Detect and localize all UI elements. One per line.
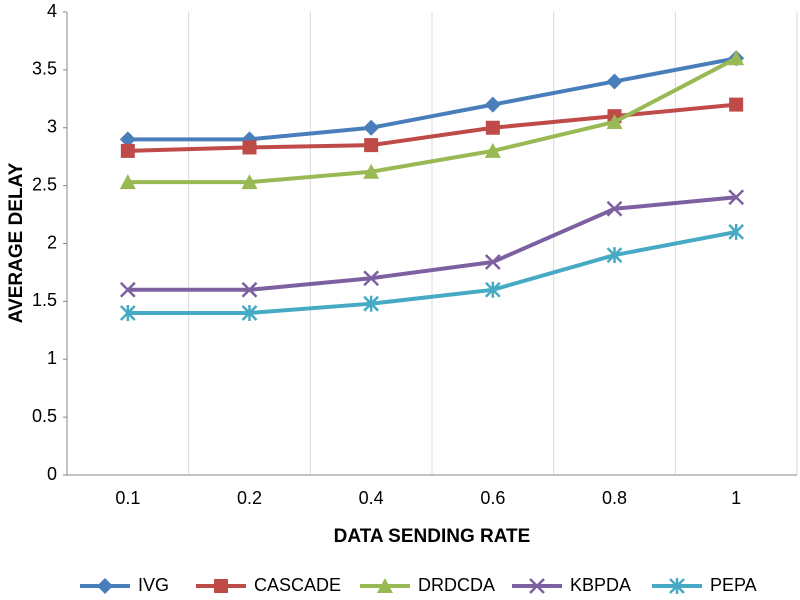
- legend-label: DRDCDA: [418, 575, 495, 595]
- data-point: [728, 223, 745, 240]
- series-line: [125, 102, 739, 153]
- y-tick-label: 2.5: [32, 174, 57, 194]
- data-point: [484, 254, 501, 270]
- data-point: [363, 270, 380, 287]
- data-point: [241, 304, 258, 321]
- data-point: [363, 295, 380, 312]
- series-line: [125, 195, 739, 292]
- series-line: [125, 229, 739, 315]
- x-tick-label: 0.2: [237, 488, 262, 508]
- data-point: [119, 281, 136, 298]
- data-point: [606, 200, 623, 217]
- legend-marker: [529, 578, 545, 594]
- legend-label: IVG: [138, 575, 169, 595]
- data-point: [606, 113, 623, 129]
- data-point: [119, 131, 136, 148]
- series-line: [125, 56, 739, 142]
- data-point: [485, 120, 500, 135]
- data-point: [241, 174, 258, 190]
- data-point: [728, 189, 745, 206]
- data-point: [606, 73, 623, 90]
- y-tick-label: 1.5: [32, 290, 57, 310]
- data-point: [120, 143, 135, 158]
- data-point: [242, 140, 257, 155]
- series-line: [125, 56, 739, 185]
- y-tick-label: 2: [47, 232, 57, 252]
- data-point: [363, 163, 380, 179]
- data-point: [484, 96, 501, 113]
- data-point: [729, 97, 744, 112]
- data-point: [364, 138, 379, 153]
- x-axis-title: DATA SENDING RATE: [334, 526, 531, 547]
- y-tick-label: 3.5: [32, 59, 57, 79]
- data-point: [484, 281, 501, 298]
- legend-label: CASCADE: [254, 575, 341, 595]
- y-tick-label: 1: [47, 348, 57, 368]
- legend-marker: [669, 578, 685, 594]
- legend-marker: [214, 579, 228, 593]
- data-point: [241, 281, 258, 298]
- data-point: [606, 247, 623, 264]
- legend-label: KBPDA: [570, 575, 631, 595]
- x-tick-label: 0.4: [359, 488, 384, 508]
- data-point: [119, 304, 136, 321]
- y-tick-label: 3: [47, 117, 57, 137]
- data-point: [728, 50, 745, 66]
- data-point: [363, 119, 380, 136]
- y-tick-label: 0: [47, 464, 57, 484]
- y-tick-label: 4: [47, 1, 57, 21]
- x-tick-label: 0.6: [480, 488, 505, 508]
- legend-marker: [97, 578, 113, 594]
- legend-label: PEPA: [710, 575, 757, 595]
- data-point: [119, 174, 136, 190]
- y-axis-title: AVERAGE DELAY: [6, 162, 27, 323]
- data-point: [484, 142, 501, 158]
- x-tick-label: 1: [731, 488, 741, 508]
- legend-marker: [377, 578, 393, 593]
- x-tick-label: 0.8: [602, 488, 627, 508]
- y-tick-label: 0.5: [32, 406, 57, 426]
- x-tick-label: 0.1: [115, 488, 140, 508]
